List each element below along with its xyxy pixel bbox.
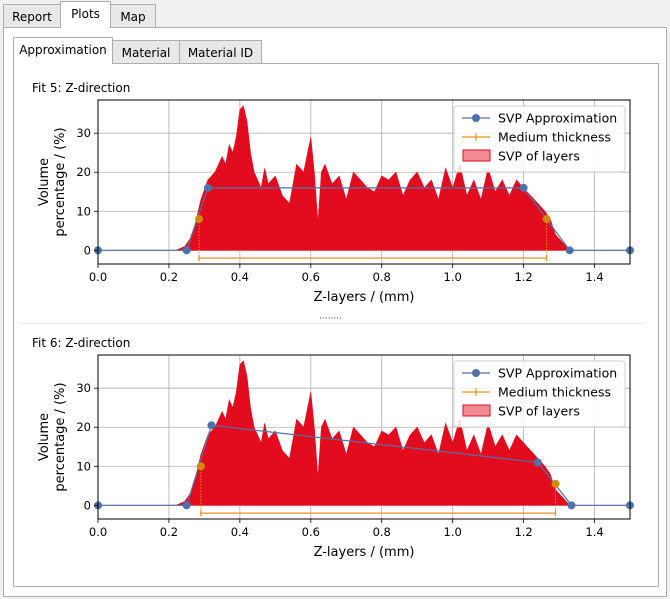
legend-label: Medium thickness (498, 385, 611, 400)
svp-approximation-point (203, 183, 212, 192)
legend-layers-swatch (462, 149, 491, 162)
legend-box (453, 105, 626, 173)
tab-approximation[interactable]: Approximation (13, 37, 113, 64)
legend-approx-marker (472, 114, 480, 122)
svp-approximation-point (565, 246, 574, 255)
y-tick-label: 30 (76, 381, 91, 395)
svp-approximation-point (207, 421, 216, 430)
legend-label: SVP Approximation (498, 366, 617, 381)
splitter-grip-icon[interactable]: ········ (319, 314, 342, 324)
y-tick-label: 10 (76, 204, 91, 218)
fit5-chart: 0.0 0.2 0.4 0.6 0.8 1.0 1.2 1.4 0 10 20 30 Z-layers … (37, 99, 634, 305)
svp-approximation-line (98, 424, 630, 506)
svp-approximation-point (519, 183, 528, 192)
x-tick-label: 1.4 (585, 525, 603, 539)
svp-layers-area (97, 105, 631, 251)
svp-layers-area (97, 360, 631, 506)
x-tick-label: 1.0 (444, 525, 462, 539)
tab-material-id[interactable]: Material ID (179, 40, 262, 64)
medium-thickness-point (195, 215, 204, 224)
y-tick-label: 0 (84, 498, 91, 512)
x-axis-label: Z-layers / (mm) (314, 290, 415, 305)
tab-material[interactable]: Material (112, 40, 180, 64)
plot1-title: Fit 5: Z-direction (32, 81, 131, 95)
plot-splitter[interactable] (20, 323, 644, 327)
x-tick-label: 0.0 (89, 270, 107, 284)
y-axis-label-line: Volume (37, 158, 52, 206)
x-tick-label: 0.2 (160, 525, 178, 539)
svp-approximation-point (567, 501, 576, 510)
plot2-title: Fit 6: Z-direction (32, 336, 131, 350)
y-tick-label: 10 (76, 459, 91, 473)
legend-layers-swatch (462, 404, 491, 417)
svp-approximation-point (533, 458, 542, 467)
tab-map[interactable]: Map (110, 4, 156, 28)
x-tick-label: 0.2 (160, 270, 178, 284)
y-axis-label-line: percentage / (%) (53, 382, 68, 491)
y-tick-label: 20 (76, 165, 91, 179)
y-tick-label: 20 (76, 420, 91, 434)
svp-approximation-point (182, 501, 191, 510)
legend-box (453, 360, 626, 428)
y-axis-label: Volumepercentage / (%) (37, 127, 68, 236)
y-axis-label: Volumepercentage / (%) (37, 382, 68, 491)
x-tick-label: 1.2 (514, 525, 532, 539)
legend-label: SVP of layers (498, 149, 580, 164)
x-tick-label: 0.4 (231, 270, 249, 284)
y-tick-label: 0 (84, 243, 91, 257)
x-tick-label: 0.8 (373, 270, 391, 284)
plot-frame (97, 99, 631, 265)
medium-thickness-point (542, 215, 551, 224)
plot-frame (97, 354, 631, 520)
legend-label: SVP Approximation (498, 111, 617, 126)
y-tick-label: 30 (76, 126, 91, 140)
x-tick-label: 0.0 (89, 525, 107, 539)
legend-approx-marker (472, 369, 480, 377)
legend-label: Medium thickness (498, 130, 611, 145)
x-tick-label: 1.4 (585, 270, 603, 284)
legend-label: SVP of layers (498, 404, 580, 419)
x-tick-label: 0.4 (231, 525, 249, 539)
y-axis-label-line: Volume (37, 413, 52, 461)
x-tick-label: 1.2 (514, 270, 532, 284)
medium-thickness-point (196, 462, 205, 471)
svp-approximation-line (98, 187, 630, 251)
x-tick-label: 1.0 (444, 270, 462, 284)
x-tick-label: 0.6 (302, 270, 320, 284)
tab-plots[interactable]: Plots (60, 1, 111, 28)
y-axis-label-line: percentage / (%) (53, 127, 68, 236)
fit6-chart: 0.0 0.2 0.4 0.6 0.8 1.0 1.2 1.4 0 10 20 30 Z-layers … (37, 354, 634, 560)
tab-report[interactable]: Report (3, 4, 61, 28)
svp-approximation-point (182, 246, 191, 255)
medium-thickness-point (551, 479, 560, 488)
x-tick-label: 0.6 (302, 525, 320, 539)
x-tick-label: 0.8 (373, 525, 391, 539)
x-axis-label: Z-layers / (mm) (314, 545, 415, 560)
